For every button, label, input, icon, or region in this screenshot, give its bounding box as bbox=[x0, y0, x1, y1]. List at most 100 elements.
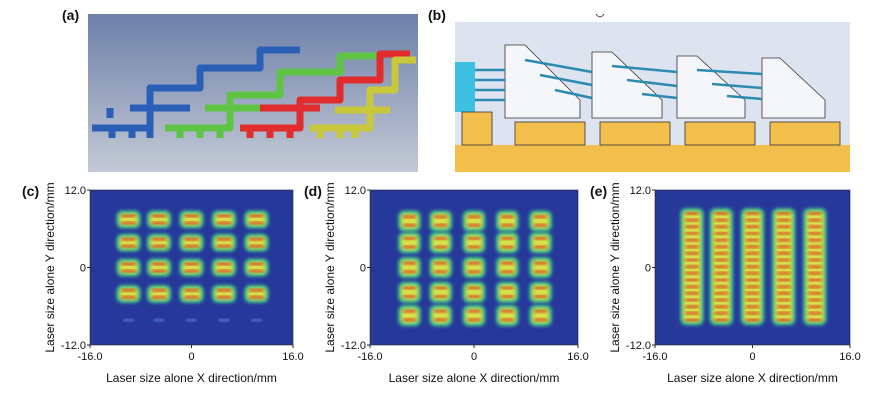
beam-line bbox=[776, 225, 791, 228]
beam-line bbox=[685, 305, 699, 308]
beam-spot bbox=[398, 305, 421, 327]
beam-line bbox=[184, 244, 199, 248]
beam-line bbox=[745, 238, 760, 242]
beam-line bbox=[808, 278, 822, 282]
beam-line bbox=[403, 270, 416, 273]
beam-line bbox=[776, 285, 791, 288]
beam-line bbox=[534, 310, 547, 313]
beam-line bbox=[151, 214, 167, 218]
beam-faint bbox=[185, 318, 198, 323]
panel-label: (e) bbox=[590, 183, 607, 199]
beam-spot bbox=[495, 210, 519, 232]
beam-spot bbox=[462, 210, 486, 232]
beam-spot bbox=[429, 305, 453, 327]
beam-faint bbox=[217, 318, 230, 323]
beam-spot bbox=[146, 284, 172, 303]
illustration-a bbox=[88, 14, 418, 172]
beam-line bbox=[434, 245, 448, 249]
beam-line bbox=[714, 225, 729, 228]
beam-line bbox=[534, 224, 547, 227]
beam-spot bbox=[211, 233, 237, 252]
beam-line bbox=[714, 305, 729, 308]
beam-line bbox=[776, 238, 791, 242]
y-tick-label: 0 bbox=[360, 263, 366, 275]
x-tick-label: -16.0 bbox=[642, 351, 667, 363]
beam-line bbox=[808, 212, 822, 215]
beam-line bbox=[776, 232, 791, 235]
beam-line bbox=[745, 245, 760, 248]
beam-line bbox=[434, 318, 448, 322]
beam-line bbox=[184, 214, 199, 218]
x-tick-label: 16.0 bbox=[839, 351, 860, 363]
beam-line bbox=[745, 272, 760, 275]
beam-line bbox=[808, 238, 822, 242]
beam-line bbox=[714, 218, 729, 222]
beam-line bbox=[714, 252, 729, 255]
beam-spot bbox=[244, 233, 269, 252]
y-tick-label: -12.0 bbox=[626, 340, 651, 352]
beam-line bbox=[403, 295, 416, 298]
beam-line bbox=[121, 214, 136, 218]
beam-spot bbox=[179, 258, 204, 277]
beam-line bbox=[121, 244, 136, 248]
y-tick-label: 12.0 bbox=[630, 185, 651, 197]
beam-line bbox=[184, 289, 199, 292]
beam-line bbox=[714, 212, 729, 215]
y-tick-label: 0 bbox=[80, 263, 86, 275]
panel-label: (d) bbox=[304, 183, 322, 199]
beam-spot bbox=[529, 305, 552, 327]
beam-line bbox=[745, 285, 760, 288]
beam-line bbox=[808, 298, 822, 302]
y-axis-label: Laser size alone Y direction/mm bbox=[608, 182, 622, 352]
x-tick-label: -16.0 bbox=[77, 351, 102, 363]
x-tick-label: 0 bbox=[188, 351, 194, 363]
beam-line bbox=[685, 318, 699, 322]
beam-spot bbox=[116, 284, 141, 303]
beam-line bbox=[500, 224, 514, 227]
beam-line bbox=[216, 221, 232, 225]
beam-line bbox=[776, 265, 791, 268]
beam-spot bbox=[462, 256, 486, 279]
beam-line bbox=[467, 295, 481, 298]
x-tick-label: -16.0 bbox=[357, 351, 382, 363]
beam-line bbox=[776, 312, 791, 315]
beam-line bbox=[808, 252, 822, 255]
beam-line bbox=[467, 224, 481, 227]
beam-line bbox=[151, 221, 167, 225]
beam-line bbox=[808, 245, 822, 248]
beam-line bbox=[216, 214, 232, 218]
beam-line bbox=[714, 232, 729, 235]
beam-line bbox=[685, 312, 699, 315]
beam-line bbox=[184, 221, 199, 225]
beam-line bbox=[249, 214, 264, 218]
beam-spot bbox=[398, 256, 421, 279]
beam-line bbox=[745, 232, 760, 235]
beam-line bbox=[434, 215, 448, 218]
beam-line bbox=[249, 296, 264, 299]
heatmap bbox=[89, 189, 294, 346]
beam-line bbox=[467, 270, 481, 273]
beam-line bbox=[500, 286, 514, 290]
beam-line bbox=[776, 292, 791, 295]
beam-line bbox=[714, 298, 729, 302]
beam-spot bbox=[495, 281, 519, 303]
beam-line bbox=[745, 252, 760, 255]
beam-line bbox=[685, 285, 699, 288]
beam-line bbox=[685, 238, 699, 242]
beam-spot bbox=[211, 258, 237, 277]
beam-line bbox=[685, 258, 699, 262]
beam-spot bbox=[398, 210, 421, 232]
beam-spot bbox=[529, 210, 552, 232]
beam-line bbox=[184, 262, 199, 266]
beam-line bbox=[249, 244, 264, 248]
beam-line bbox=[776, 305, 791, 308]
beam-line bbox=[808, 292, 822, 295]
beam-line bbox=[685, 252, 699, 255]
beam-line bbox=[500, 318, 514, 322]
beam-line bbox=[776, 252, 791, 255]
beam-spot bbox=[116, 210, 141, 229]
x-tick-label: 16.0 bbox=[282, 351, 303, 363]
beam-line bbox=[434, 310, 448, 313]
beam-line bbox=[714, 265, 729, 268]
beam-line bbox=[216, 296, 232, 299]
